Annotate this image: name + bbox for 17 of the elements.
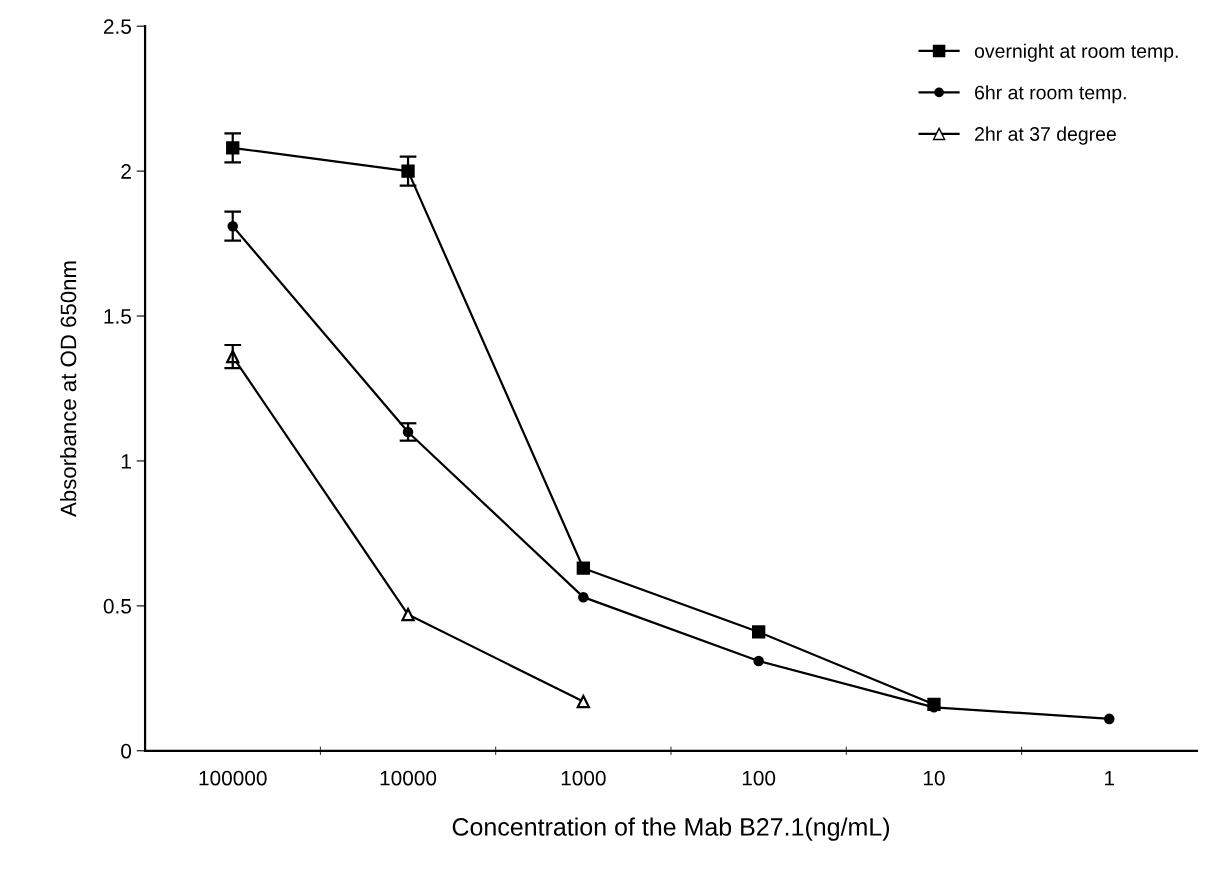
y-tick-label: 2.5 [103,19,132,34]
x-tick-label: 100 [742,770,776,786]
x-tick-label: 10 [923,770,945,786]
y-tick-label: 0 [121,743,132,759]
y-tick-label: 1.5 [104,309,132,324]
y-tick-label: 2 [121,164,131,179]
y-axis-title: Absorbance at OD 650nm [59,261,77,517]
legend-label: 2hr at 37 degree [975,126,1116,145]
x-tick-label: 100000 [199,770,267,786]
y-tick-label: 1 [121,454,131,469]
x-tick-label: 10000 [380,770,437,786]
y-tick-label: 0.5 [103,598,132,614]
legend-label: overnight at room temp. [974,43,1178,62]
x-tick-label: 1000 [561,770,606,786]
legend-label: 6hr at room temp. [975,85,1126,104]
x-axis-title: Concentration of the Mab B27.1(ng/mL) [452,817,890,841]
x-tick-label: 1 [1105,770,1115,786]
